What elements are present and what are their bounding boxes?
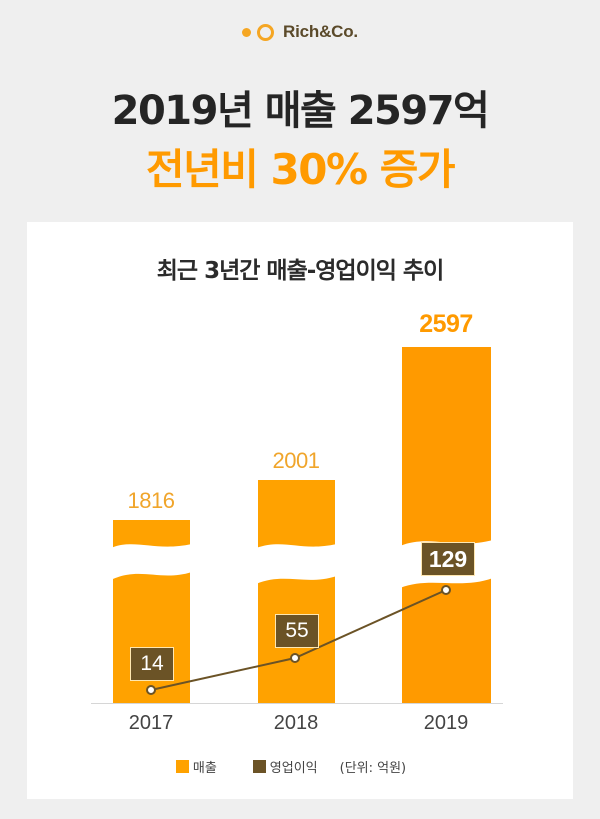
bar-2019 [402, 347, 491, 703]
bar-2018 [258, 480, 335, 703]
headline-revenue: 2019년 매출 2597억 [111, 88, 490, 134]
chart-legend: 매출 영업이익 (단위: 억원) [0, 757, 600, 776]
axis-break-2017 [111, 544, 192, 580]
legend-revenue-label: 매출 [192, 761, 217, 776]
operating-profit-swatch-icon [252, 760, 266, 773]
legend-unit-label: (단위: 억원) [339, 761, 407, 776]
revenue-label-2018: 2001 [272, 448, 320, 473]
x-tick-2019: 2019 [423, 712, 469, 734]
chart-title: 최근 3년간 매출-영업이익 추이 [156, 258, 445, 284]
legend-item-revenue: 매출 [175, 757, 217, 776]
legend-item-operating-profit: 영업이익 [252, 757, 318, 776]
x-axis-baseline [91, 703, 503, 704]
op-label-2018: 55 [275, 614, 319, 648]
logo-dot-icon [242, 27, 252, 37]
legend-unit: (단위: 억원) [340, 757, 407, 776]
axis-break-2018 [256, 544, 337, 584]
op-label-2017: 14 [130, 647, 174, 681]
op-point-2019 [441, 585, 451, 595]
x-tick-2018: 2018 [273, 712, 319, 734]
revenue-label-2017: 1816 [127, 488, 175, 513]
legend-operating-profit-label: 영업이익 [269, 761, 318, 776]
headline-growth: 전년비 30% 증가 [146, 145, 455, 194]
x-tick-2017: 2017 [128, 712, 174, 734]
revenue-label-2019: 2597 [419, 310, 473, 338]
logo: Rich&Co. [0, 22, 600, 42]
op-point-2017 [146, 685, 156, 695]
logo-brand: Rich&Co. [283, 22, 358, 41]
op-label-2019: 129 [421, 542, 475, 576]
revenue-swatch-icon [175, 760, 189, 773]
logo-ring-icon [257, 23, 275, 41]
op-point-2018 [290, 653, 300, 663]
